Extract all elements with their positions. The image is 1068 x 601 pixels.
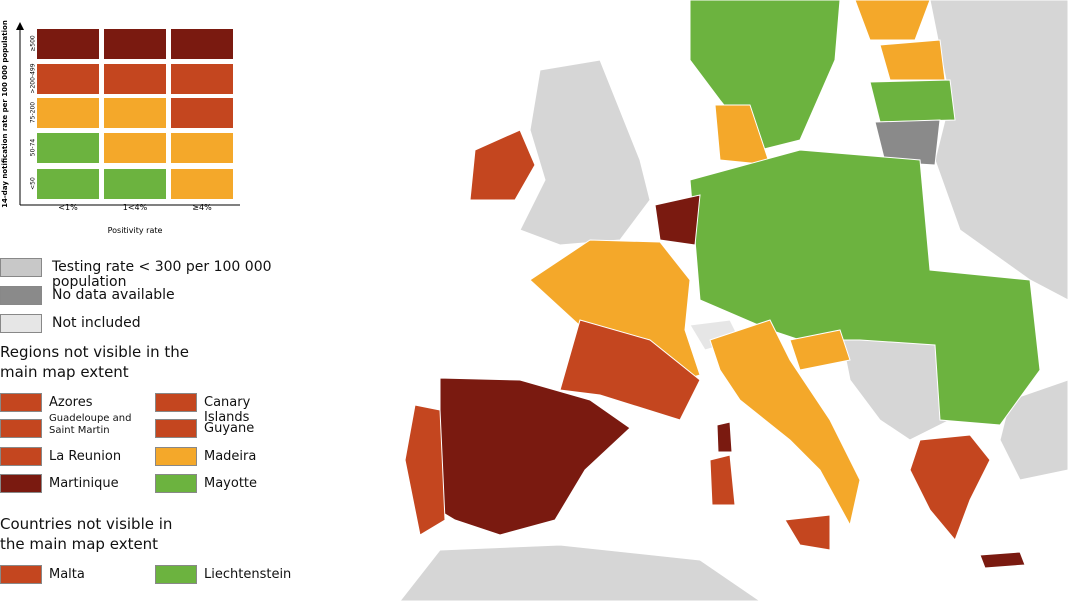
matrix-cell — [170, 97, 234, 129]
legend-panel: 14-day notification rate per 100 000 pop… — [0, 0, 340, 601]
section-heading: Countries not visible in the main map ex… — [0, 515, 173, 553]
column-label: 1<4% — [122, 203, 148, 212]
country — [784, 514, 831, 551]
region-swatch — [0, 393, 42, 412]
row-label: <50 — [29, 177, 37, 190]
land — [999, 379, 1068, 481]
country — [854, 0, 931, 41]
matrix-axes — [16, 22, 240, 206]
country — [654, 194, 701, 246]
country — [469, 129, 536, 201]
matrix-cell — [103, 63, 167, 95]
region-swatch — [155, 474, 197, 493]
x-axis-label: Positivity rate — [107, 226, 163, 235]
country — [874, 119, 941, 166]
country — [979, 551, 1026, 569]
country — [716, 421, 733, 453]
row-label: 75-200 — [29, 101, 37, 124]
region-label: Mayotte — [204, 476, 258, 491]
matrix-cell — [170, 28, 234, 60]
country — [404, 404, 446, 536]
matrix-cell — [36, 168, 100, 200]
region-swatch — [0, 447, 42, 466]
region-swatch — [155, 419, 197, 438]
region-label: Madeira — [204, 449, 257, 464]
legend-label: No data available — [52, 287, 175, 303]
region-swatch — [155, 393, 197, 412]
country-label: Liechtenstein — [204, 567, 292, 582]
legend-swatch — [0, 258, 42, 277]
column-label: ≥4% — [192, 203, 212, 212]
region-label: Guadeloupe and Saint Martin — [49, 413, 132, 436]
country-swatch — [0, 565, 42, 584]
matrix-cell — [170, 168, 234, 200]
matrix-cell — [103, 28, 167, 60]
country — [879, 39, 946, 81]
country — [789, 329, 851, 371]
land — [929, 0, 1068, 301]
matrix-cell — [103, 132, 167, 164]
country — [559, 319, 701, 421]
country-label: Malta — [49, 567, 85, 582]
region-swatch — [0, 419, 42, 438]
region-label: La Reunion — [49, 449, 122, 464]
land — [839, 329, 951, 441]
country — [869, 79, 956, 123]
country — [909, 434, 991, 541]
country — [689, 0, 841, 151]
section-heading: Regions not visible in the main map exte… — [0, 343, 190, 381]
country — [709, 454, 736, 506]
legend-swatch — [0, 314, 42, 333]
matrix-cell — [36, 28, 100, 60]
region-label: Azores — [49, 395, 93, 410]
matrix-cell — [103, 97, 167, 129]
country — [709, 319, 861, 527]
column-label: <1% — [58, 203, 78, 212]
region-swatch — [0, 474, 42, 493]
matrix-cell — [36, 97, 100, 129]
arrow-head — [16, 22, 24, 30]
legend-swatch — [0, 286, 42, 305]
row-label: >200-499 — [29, 63, 37, 94]
land — [519, 59, 651, 246]
country-swatch — [155, 565, 197, 584]
row-label: ≥500 — [29, 35, 37, 52]
matrix-cell — [36, 63, 100, 95]
matrix-cell — [36, 132, 100, 164]
region-swatch — [155, 447, 197, 466]
region-label: Canary Islands — [204, 395, 251, 425]
matrix-cell — [170, 63, 234, 95]
row-label: 50-74 — [29, 138, 37, 157]
region-label: Martinique — [49, 476, 119, 491]
y-axis-label: 14-day notification rate per 100 000 pop… — [1, 20, 9, 208]
legend-label: Not included — [52, 315, 141, 331]
region-label: Guyane — [204, 421, 255, 436]
legend-label: Testing rate < 300 per 100 000 populatio… — [52, 259, 272, 290]
country — [429, 377, 631, 536]
matrix-cell — [170, 132, 234, 164]
land — [399, 544, 761, 601]
matrix-cell — [103, 168, 167, 200]
